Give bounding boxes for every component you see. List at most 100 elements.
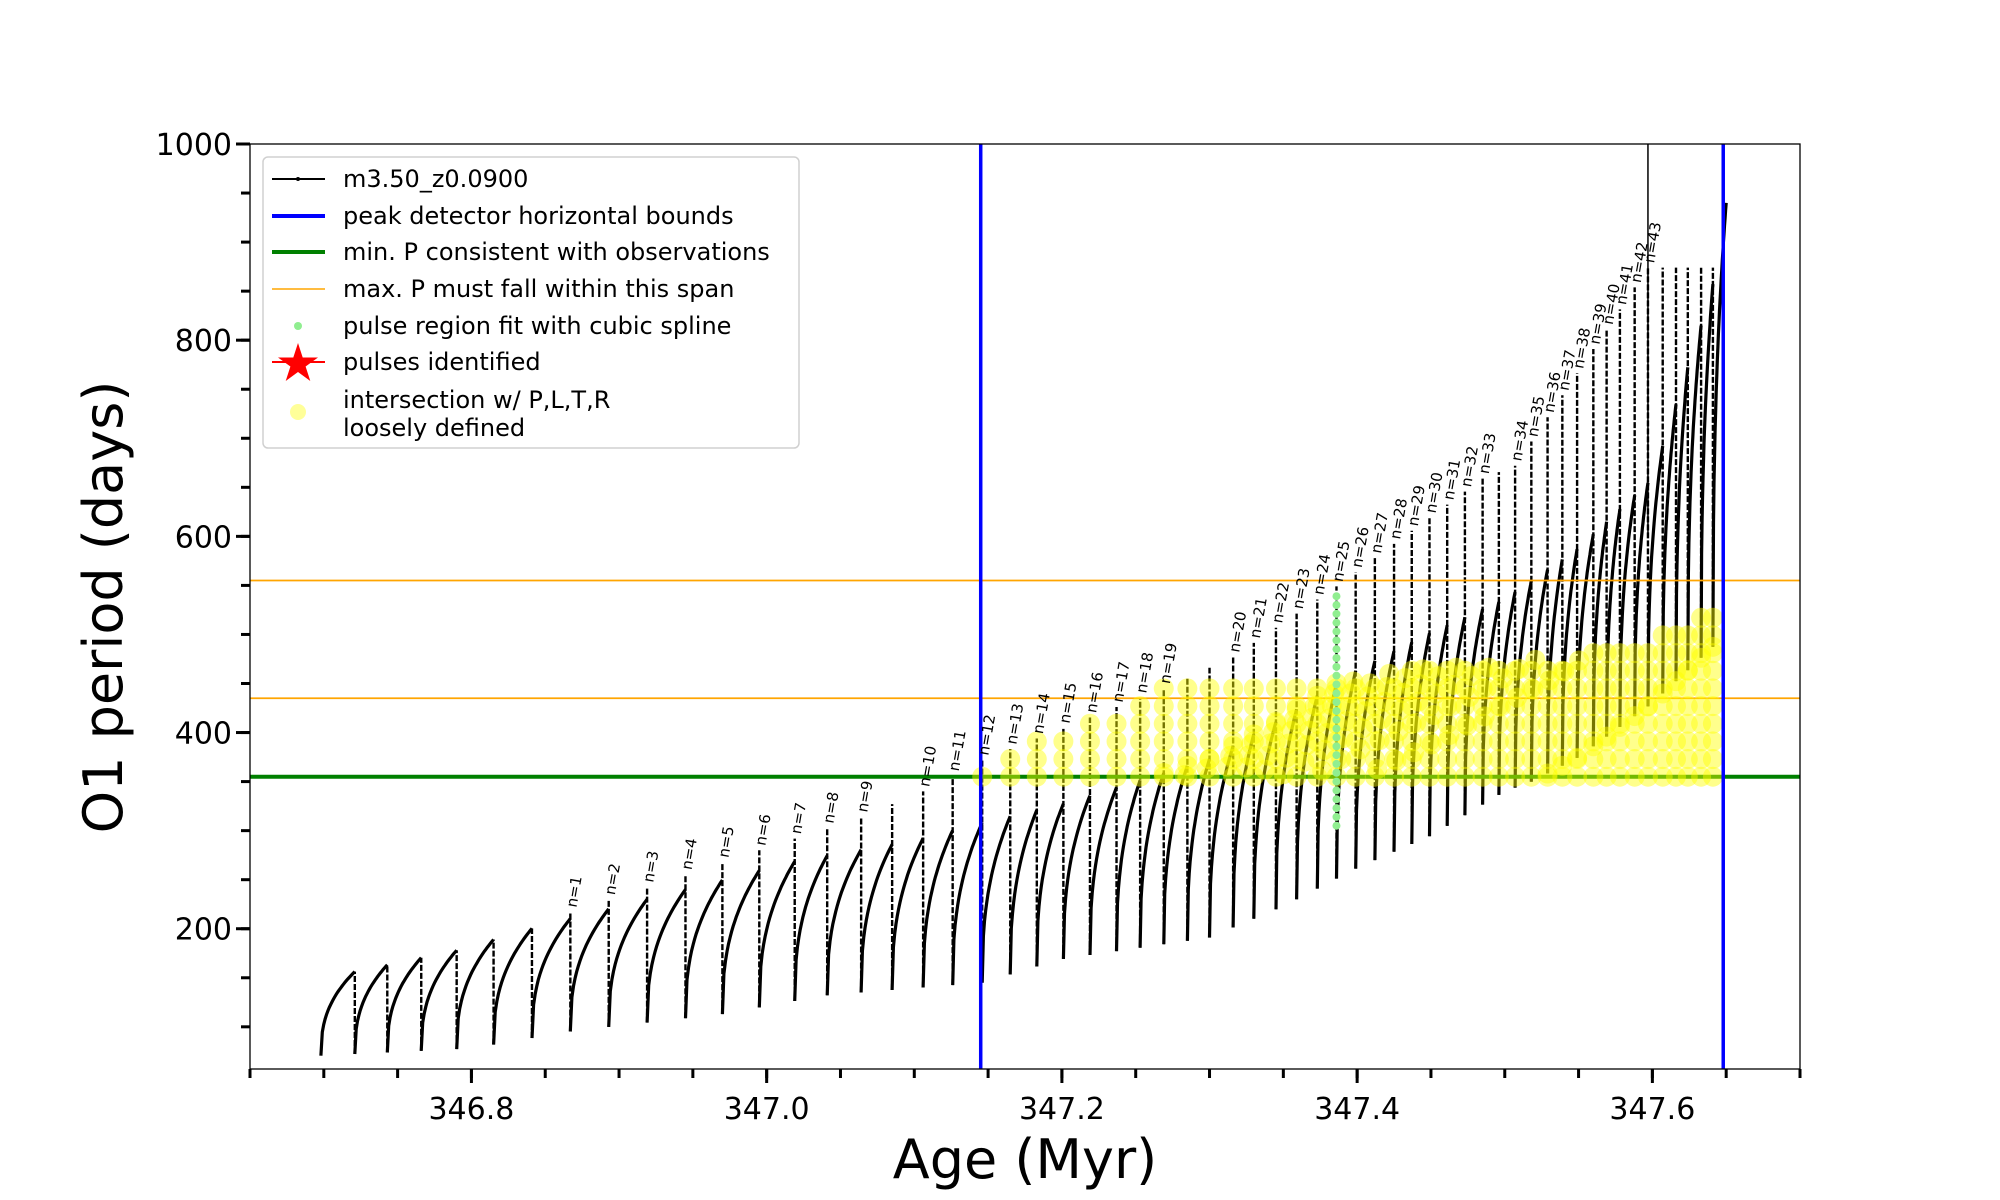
intersection-point [1364,696,1385,717]
intersection-point [1537,660,1558,681]
intersection-point [1026,731,1047,752]
intersection-point [1507,687,1528,708]
pulse-curve [319,970,356,1056]
intersection-point [1446,657,1467,678]
intersection-point [1677,713,1698,734]
pulse-curve [1231,733,1256,928]
intersection-point [1609,713,1630,734]
legend-label: m3.50_z0.0900 [343,165,528,193]
intersection-point [1223,766,1244,787]
intersection-point [1257,745,1278,766]
intersection-point [1130,766,1151,787]
intersection-point [1677,766,1698,787]
intersection-point [1609,678,1630,699]
intersection-point [1583,749,1604,770]
pulse-curve [951,822,984,986]
intersection-point [1395,668,1416,689]
intersection-point [1265,731,1286,752]
spline-fit-point [1332,592,1341,601]
pulse-curve [757,860,797,1008]
intersection-point [1223,749,1244,770]
legend-label: intersection w/ P,L,T,R [343,386,610,414]
pulse-label: n=2 [601,862,624,896]
pulse-curve [492,927,534,1045]
intersection-point [1304,696,1325,717]
y-tick-label: 400 [175,717,232,752]
intersection-point [1223,731,1244,752]
intersection-point [1153,678,1174,699]
intersection-point [1474,706,1495,727]
intersection-point [1637,713,1658,734]
pulse-curve [1497,591,1517,795]
pulse-curve [607,898,649,1027]
intersection-point [1691,731,1712,752]
intersection-point [1624,706,1645,727]
pulse-label: n=7 [787,801,810,835]
intersection-point [1439,724,1460,745]
spline-fit-point [1332,662,1341,671]
intersection-point [1367,759,1388,780]
pulse-label: n=43 [1640,221,1665,265]
intersection-point [1666,625,1686,646]
intersection-point [1243,724,1264,745]
spline-fit-point [1332,759,1341,768]
intersection-point [1026,749,1047,770]
intersection-point [1702,766,1723,787]
intersection-point [1360,673,1381,694]
intersection-point [1624,713,1645,734]
spline-fit-point [1332,821,1341,830]
pulse-curve [645,888,687,1023]
intersection-point [1153,763,1174,784]
intersection-point [1521,678,1542,699]
intersection-point [1666,749,1686,770]
intersection-point [1691,625,1712,646]
intersection-point [1567,747,1588,768]
intersection-point [1505,749,1526,770]
intersection-point [1278,733,1299,754]
intersection-point [1307,685,1328,706]
intersection-point [1314,739,1335,760]
intersection-point [1199,766,1220,787]
legend-label-line2: loosely defined [343,414,525,442]
intersection-point [1457,715,1478,736]
pulse-label: n=5 [715,825,738,859]
intersection-point [1388,721,1409,742]
intersection-point [1472,660,1493,681]
intersection-point [1637,731,1658,752]
intersection-point [1000,766,1021,787]
intersection-point [1243,731,1264,752]
pulse-curve [1392,641,1414,852]
legend-dot-icon [294,322,302,330]
x-axis-label: Age (Myr) [893,1128,1158,1191]
intersection-point [1567,749,1588,770]
intersection-point [1410,674,1431,695]
spline-fit-point [1332,636,1341,645]
pulse-label: n=16 [1082,671,1107,715]
intersection-point [1345,766,1366,787]
pulse-label: n=11 [945,729,970,773]
pulse-label: n=9 [853,779,876,813]
intersection-point [1702,625,1723,646]
intersection-point [1243,696,1264,717]
intersection-point [1153,713,1174,734]
intersection-point [1243,713,1264,734]
pulse-label: n=21 [1246,596,1271,640]
intersection-point [1026,766,1047,787]
pulse-curve [1207,745,1235,938]
intersection-point [1177,713,1198,734]
spline-fit-point [1332,715,1341,724]
pulse-label: n=8 [819,790,842,824]
intersection-point [1677,643,1698,664]
legend-marker-icon [296,177,300,181]
intersection-point [1286,699,1307,720]
pulse-curve [1008,809,1039,975]
intersection-point [1384,749,1405,770]
x-tick-label: 347.0 [724,1092,810,1127]
intersection-point [1652,683,1673,704]
intersection-point [1537,731,1558,752]
intersection-point [1505,766,1526,787]
pulse-curve [419,949,458,1051]
intersection-point [1369,730,1390,751]
intersection-point [1652,766,1673,787]
